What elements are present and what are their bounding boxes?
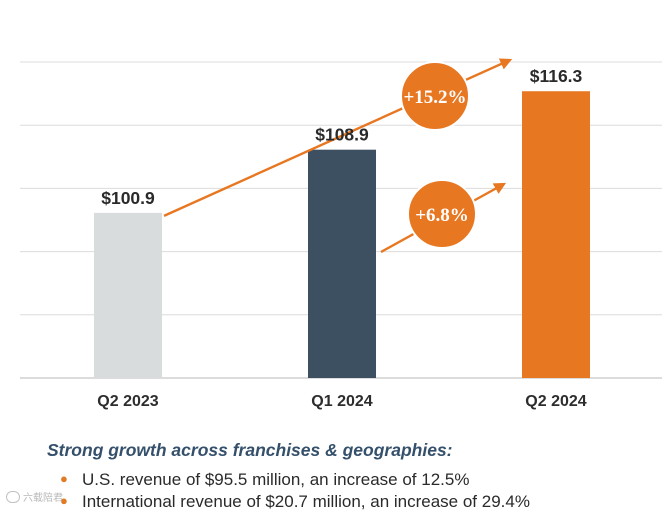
x-tick-label: Q2 2023 [97,393,158,410]
growth-badge-label: +6.8% [415,205,469,226]
notes-heading: Strong growth across franchises & geogra… [47,440,453,460]
growth-badge-label: +15.2% [403,87,466,108]
growth-badge [400,61,470,131]
growth-badge [407,179,477,249]
bullet-us-revenue: ● U.S. revenue of $95.5 million, an incre… [60,470,469,490]
revenue-bar-chart: +15.2% +6.8% $100.9 Q2 2023 $108.9 Q1 2024 $1… [20,58,662,410]
bar-q2-2023 [94,212,162,378]
bullet-text: International revenue of $20.7 million, … [82,492,530,511]
x-tick-label: Q2 2024 [525,393,586,410]
bar-q2-2024 [522,91,590,378]
bullet-dot-icon: ● [60,493,68,508]
x-tick-label: Q1 2024 [311,393,372,410]
watermark: 六载陪君 [6,489,63,504]
watermark-logo-icon [6,491,20,503]
bar-q1-2024 [308,149,376,378]
bullet-international-revenue: ● International revenue of $20.7 million,… [60,492,530,512]
bullet-dot-icon: ● [60,471,68,486]
watermark-text: 六载陪君 [23,493,63,504]
data-label: $108.9 [315,125,369,145]
data-label: $100.9 [101,188,155,208]
bullet-text: U.S. revenue of $95.5 million, an increa… [82,470,470,489]
data-label: $116.3 [530,66,583,86]
